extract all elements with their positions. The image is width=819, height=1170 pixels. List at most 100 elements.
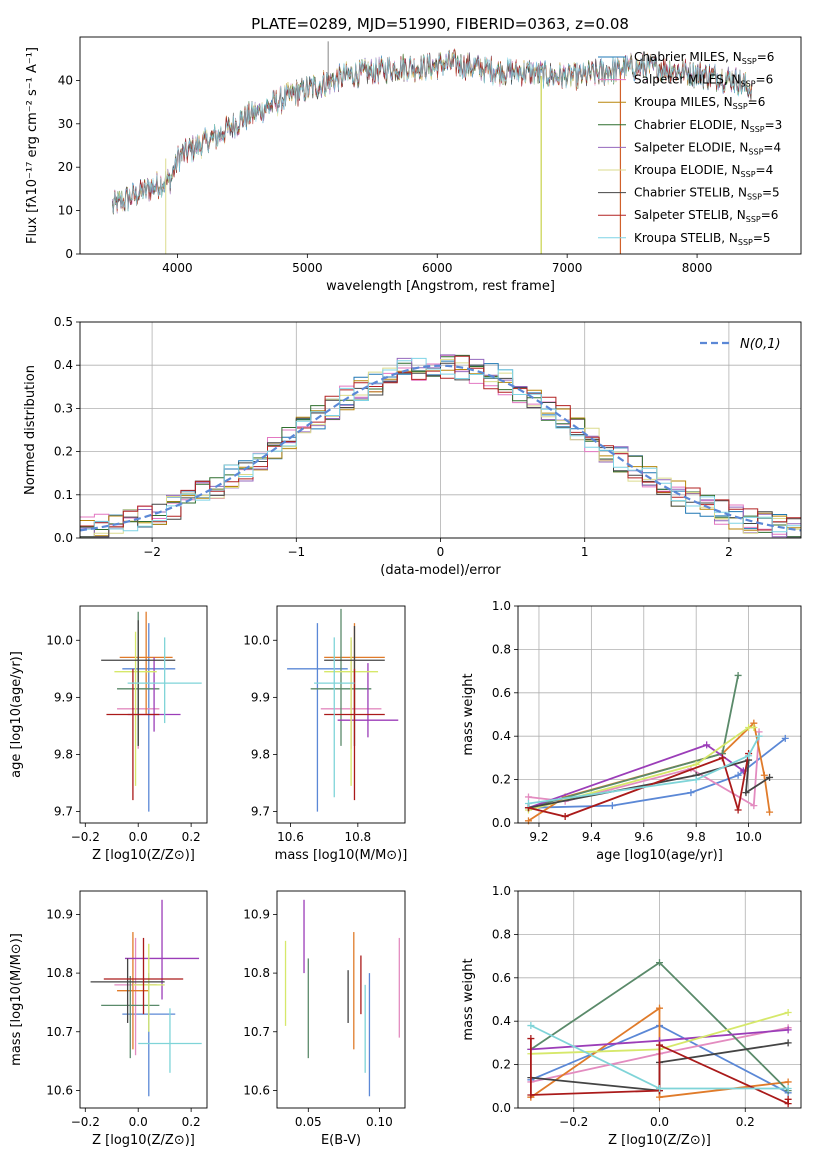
y-tick-label: 0.6 — [492, 686, 511, 700]
mass-weight-marker — [524, 793, 532, 801]
legend-entry-tail: =5 — [762, 186, 780, 200]
x-tick-label: 0.0 — [129, 830, 148, 844]
legend-entry-sub: SSP — [733, 102, 748, 111]
x-tick-label: 4000 — [162, 261, 193, 275]
y-tick-label: 0.2 — [492, 1058, 511, 1072]
x-tick-label: −2 — [143, 545, 161, 559]
legend-entry-tail: =5 — [753, 231, 771, 245]
axes-frame — [79, 890, 208, 1109]
y-tick-label: 40 — [58, 73, 73, 87]
mass-weight-marker — [703, 741, 711, 749]
axes-frame — [517, 890, 802, 1109]
y-tick-label: 0.0 — [492, 816, 511, 830]
y-tick-label: 9.8 — [251, 747, 270, 761]
spectrum-panel: 4000 5000 6000 7000 8000 0 10 20 30 40 Flux [fλ10⁻… — [25, 36, 802, 294]
legend-entry-sub: SSP — [747, 193, 762, 202]
y-axis-label: age [log10(age/yr)] — [9, 651, 24, 778]
mass-vs-ebv-panel: 0.05 0.10 10.6 10.7 10.8 10.9 E(B-V) — [243, 890, 406, 1148]
y-tick-label: 10.8 — [243, 966, 270, 980]
mass-weight-marker — [608, 802, 616, 810]
mass-weight-marker — [656, 1084, 663, 1092]
legend-entry-tail: =6 — [756, 73, 774, 87]
gaussian-reference-line — [79, 364, 802, 532]
legend-entry-main: Salpeter MILES, N — [634, 73, 741, 87]
mass-weight-marker — [656, 959, 663, 967]
x-tick-label: 9.8 — [687, 830, 706, 844]
x-tick-label: 10.0 — [735, 830, 762, 844]
mass-weight-marker — [784, 1084, 792, 1092]
x-tick-label: 0.2 — [736, 1115, 755, 1129]
mass-weight-marker — [527, 1091, 535, 1099]
x-axis-label: Z [log10(Z/Z⊙)] — [92, 1133, 195, 1148]
mass-weight-marker — [745, 752, 753, 760]
mass-weight-marker — [760, 771, 768, 779]
mass-weight-marker — [766, 808, 774, 816]
y-tick-label: 10.9 — [46, 907, 73, 921]
x-axis-label: Z [log10(Z/Z⊙)] — [608, 1133, 711, 1148]
legend-entry: Salpeter ELODIE, NSSP=4 — [634, 140, 781, 156]
x-axis-label: Z [log10(Z/Z⊙)] — [92, 848, 195, 863]
mass-weight-marker — [734, 771, 742, 779]
mass-weight-marker — [750, 724, 758, 732]
x-tick-label: 0.0 — [129, 1115, 148, 1129]
mass-weight-marker — [734, 671, 742, 679]
mass-vs-metallicity-panel: −0.2 0.0 0.2 10.6 10.7 10.8 10.9 mass [log10(M/… — [9, 890, 208, 1148]
legend-entry-tail: =6 — [757, 50, 775, 64]
legend-entry: Salpeter MILES, NSSP=6 — [634, 73, 773, 89]
legend-entry: Kroupa ELODIE, NSSP=4 — [634, 163, 773, 179]
y-axis-label: mass weight — [461, 673, 476, 755]
legend-entry-main: Chabrier ELODIE, N — [634, 118, 750, 132]
x-tick-label: 0.2 — [182, 1115, 201, 1129]
mass-weight-marker — [755, 732, 763, 740]
y-tick-label: 9.9 — [251, 690, 270, 704]
x-tick-label: 0.2 — [182, 830, 201, 844]
legend-entry: Kroupa STELIB, NSSP=5 — [634, 231, 771, 247]
x-tick-label: −1 — [287, 545, 305, 559]
axes-frame — [517, 605, 802, 824]
legend-entry-main: Kroupa MILES, N — [634, 95, 733, 109]
y-tick-label: 0.6 — [492, 971, 511, 985]
mass-weight-marker — [656, 1093, 663, 1101]
mass-weight-marker — [527, 1035, 535, 1043]
legend-entry-main: Kroupa STELIB, N — [634, 231, 738, 245]
legend-entry-tail: =3 — [765, 118, 783, 132]
x-tick-label: 2 — [725, 545, 733, 559]
y-tick-label: 10.8 — [46, 966, 73, 980]
y-tick-label: 0.4 — [492, 1014, 511, 1028]
y-tick-label: 0.4 — [492, 729, 511, 743]
legend-entry: N(0,1) — [740, 337, 781, 352]
residual-histogram-panel: −2 −1 0 1 2 0.0 0.1 0.2 0.3 0.4 0.5 Normed distribu… — [23, 315, 802, 578]
mass-weight-marker — [750, 802, 758, 810]
x-tick-label: 0 — [437, 545, 445, 559]
x-tick-label: 10.6 — [277, 830, 304, 844]
legend-entry-sub: SSP — [748, 147, 763, 156]
legend-entry-main: Chabrier MILES, N — [634, 50, 742, 64]
legend-entry-sub: SSP — [741, 170, 756, 179]
mass-weight-marker — [718, 754, 726, 762]
massweight-vs-metallicity-panel: −0.2 0.0 0.2 0.0 0.2 0.4 0.6 0.8 1.0 mass weight Z… — [461, 884, 802, 1148]
axes-frame — [276, 605, 406, 824]
mass-weight-marker — [527, 1022, 535, 1030]
age-vs-metallicity-panel: −0.2 0.0 0.2 9.7 9.8 9.9 10.0 age [log10(age/yr… — [9, 605, 208, 863]
mass-weight-marker — [524, 799, 532, 807]
axes-frame — [79, 36, 802, 255]
mass-weight-marker — [784, 1009, 792, 1017]
legend-entry: Chabrier STELIB, NSSP=5 — [634, 186, 780, 202]
residual-histogram-step — [80, 355, 801, 531]
y-tick-label: 0.2 — [54, 445, 73, 459]
y-tick-label: 1.0 — [492, 884, 511, 898]
y-tick-label: 10.6 — [46, 1083, 73, 1097]
y-tick-label: 10.9 — [243, 907, 270, 921]
y-tick-label: 0.1 — [54, 488, 73, 502]
legend-entry-sub: SSP — [750, 125, 765, 134]
y-tick-label: 10.0 — [243, 633, 270, 647]
mass-weight-marker — [766, 773, 774, 781]
x-axis-label: E(B-V) — [321, 1133, 361, 1148]
x-tick-label: 10.8 — [344, 830, 371, 844]
legend-entry: Kroupa MILES, NSSP=6 — [634, 95, 765, 111]
legend-entry: Chabrier ELODIE, NSSP=3 — [634, 118, 782, 134]
mass-weight-marker — [784, 1026, 792, 1034]
y-tick-label: 0.8 — [492, 927, 511, 941]
